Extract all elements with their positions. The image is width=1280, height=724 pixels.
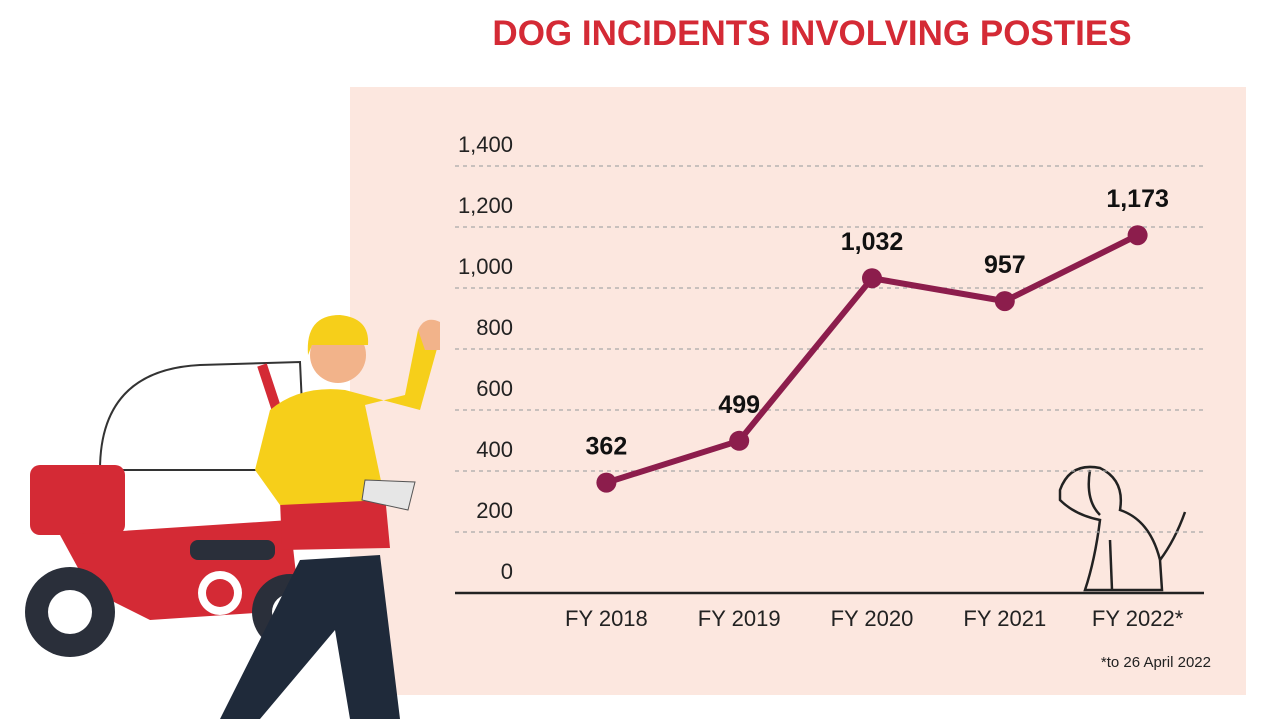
data-label: 362 (586, 433, 628, 461)
x-tick-label: FY 2022* (1092, 606, 1184, 631)
x-tick-label: FY 2021 (963, 606, 1046, 631)
data-label: 1,032 (841, 228, 904, 256)
data-label: 1,173 (1106, 185, 1169, 213)
y-tick-label: 0 (501, 559, 513, 584)
y-tick-label: 200 (476, 498, 513, 523)
data-point (862, 268, 882, 289)
data-point (596, 472, 617, 493)
data-label: 499 (718, 391, 760, 419)
y-tick-label: 1,200 (458, 193, 513, 218)
y-tick-label: 1,400 (458, 132, 513, 157)
data-point (1127, 225, 1148, 246)
footnote: *to 26 April 2022 (1101, 654, 1211, 671)
data-label: 957 (984, 251, 1026, 279)
y-tick-label: 400 (476, 437, 513, 462)
postie-illustration (220, 315, 440, 719)
x-tick-label: FY 2020 (831, 606, 914, 631)
data-point (994, 291, 1015, 312)
y-tick-label: 800 (476, 315, 513, 340)
chart-title: DOG INCIDENTS INVOLVING POSTIES (492, 14, 1131, 53)
y-tick-label: 600 (476, 376, 513, 401)
data-point (729, 430, 750, 451)
x-tick-label: FY 2019 (698, 606, 781, 631)
y-tick-label: 1,000 (458, 254, 513, 279)
x-tick-label: FY 2018 (565, 606, 648, 631)
dog-illustration (1058, 465, 1187, 592)
